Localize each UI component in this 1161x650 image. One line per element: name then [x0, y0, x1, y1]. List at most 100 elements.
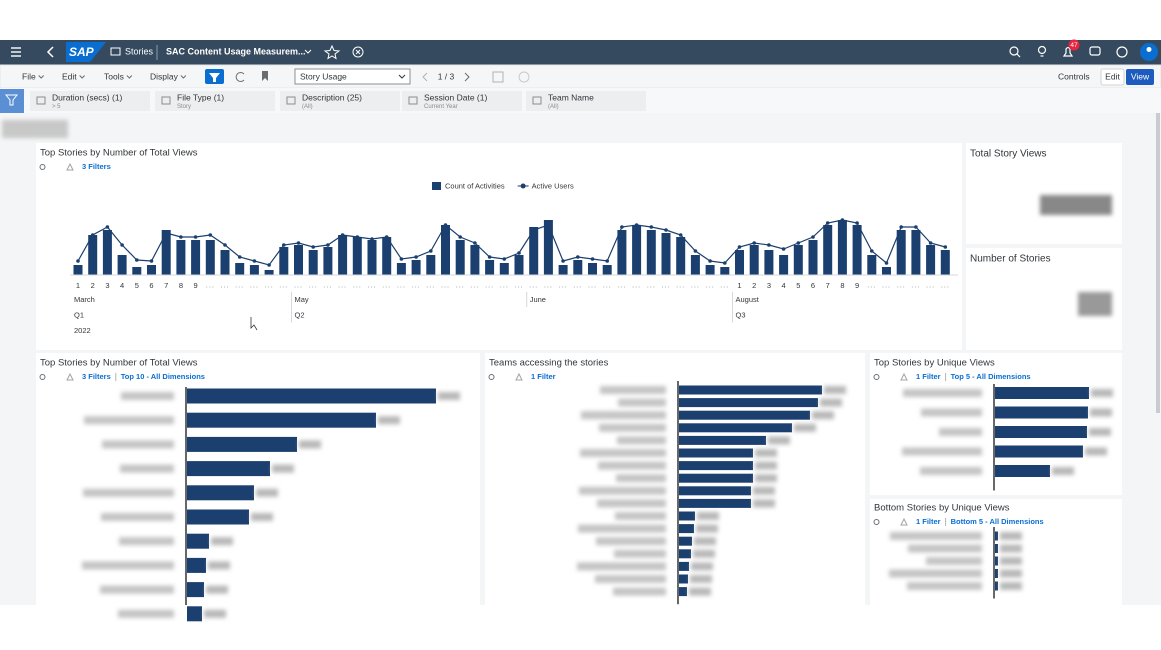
bar[interactable] [679, 561, 689, 571]
bar[interactable] [679, 486, 751, 496]
line-point [164, 231, 168, 235]
blurred-text [2, 120, 68, 138]
bar[interactable] [679, 511, 695, 521]
prev-page[interactable] [422, 72, 428, 82]
bar[interactable] [995, 569, 998, 578]
menu-item[interactable]: Tools [104, 71, 124, 81]
favorite-icon[interactable] [323, 44, 341, 60]
bar[interactable] [679, 448, 753, 458]
close-icon[interactable] [352, 46, 364, 58]
bar[interactable] [679, 524, 694, 534]
bar[interactable] [187, 485, 254, 501]
bar [896, 230, 906, 275]
bar[interactable] [679, 549, 691, 559]
edit-button[interactable] [1100, 68, 1125, 86]
bar[interactable] [995, 531, 998, 541]
bar[interactable] [187, 461, 270, 477]
bar[interactable] [995, 465, 1050, 477]
x-group-label: Q2 [295, 310, 305, 319]
bar[interactable] [679, 410, 810, 420]
x-tick-label: 5 [796, 281, 800, 290]
filter-link[interactable]: Bottom 5 - All Dimensions [951, 517, 1044, 526]
bar [367, 240, 377, 275]
fullscreen-icon[interactable] [492, 71, 504, 83]
line-point [179, 235, 183, 239]
line-point [620, 225, 624, 229]
bar[interactable] [679, 435, 766, 445]
notifications-icon[interactable] [1062, 46, 1074, 57]
bar[interactable] [679, 498, 751, 508]
kpi-title: Total Story Views [970, 149, 1047, 160]
filter-token[interactable] [280, 91, 400, 111]
bar[interactable] [679, 574, 688, 584]
bar[interactable] [995, 581, 998, 591]
filter-link[interactable]: Top 10 - All Dimensions [121, 372, 205, 381]
next-page[interactable] [464, 72, 470, 82]
view-button[interactable] [1126, 69, 1154, 85]
bar[interactable] [995, 544, 998, 553]
bar[interactable] [679, 385, 822, 395]
filter-link[interactable]: 3 Filters [82, 372, 111, 381]
bar[interactable] [187, 412, 376, 428]
bar[interactable] [187, 436, 297, 452]
refresh-icon[interactable] [235, 72, 245, 82]
blurred-value-label [697, 512, 719, 520]
controls-button[interactable]: Controls [1058, 71, 1090, 81]
view-label: View [1131, 71, 1150, 81]
bar[interactable] [995, 445, 1083, 458]
bar[interactable] [995, 387, 1089, 399]
bar[interactable] [679, 423, 792, 433]
bar[interactable] [187, 533, 209, 549]
title-dropdown[interactable] [304, 49, 312, 54]
menu-icon[interactable] [11, 47, 21, 57]
bar[interactable] [187, 388, 436, 404]
bar [161, 230, 171, 275]
back-button[interactable] [46, 46, 54, 58]
filter-link[interactable]: 1 Filter [916, 372, 941, 381]
brand: SAP [69, 45, 95, 59]
bar [749, 245, 759, 275]
bar[interactable] [679, 398, 818, 408]
bar[interactable] [995, 406, 1088, 419]
bar[interactable] [679, 473, 753, 483]
bar[interactable] [187, 509, 249, 525]
bookmark-icon[interactable] [262, 71, 268, 81]
filter-token[interactable] [526, 91, 646, 111]
menu-item[interactable]: Edit [62, 71, 77, 81]
page-select[interactable] [294, 68, 411, 85]
filter-panel-button[interactable] [0, 89, 24, 113]
filter-token[interactable] [402, 91, 522, 111]
help-icon[interactable] [1116, 46, 1128, 58]
line-point [855, 221, 859, 225]
bar[interactable] [679, 587, 687, 597]
bar[interactable] [679, 461, 753, 471]
filter-link[interactable]: 1 Filter [531, 372, 556, 381]
bar[interactable] [187, 606, 202, 622]
bar [411, 260, 421, 275]
line-point [487, 255, 492, 259]
chat-icon[interactable] [1089, 46, 1101, 56]
ideas-icon[interactable] [1037, 45, 1047, 57]
bar[interactable] [995, 426, 1087, 438]
filter-link[interactable]: Top 5 - All Dimensions [951, 372, 1031, 381]
line-point [811, 235, 815, 239]
bar[interactable] [187, 557, 206, 573]
bar [823, 225, 833, 275]
scrollbar[interactable] [1156, 113, 1160, 413]
filter-link[interactable]: 1 Filter [916, 517, 941, 526]
bar [573, 260, 583, 275]
x-group-label: August [736, 295, 760, 304]
line-point [561, 259, 565, 263]
filter-token[interactable] [30, 91, 150, 111]
search-icon[interactable] [1009, 46, 1021, 58]
menu-item[interactable]: File [22, 71, 36, 81]
bar[interactable] [995, 556, 998, 566]
bar[interactable] [187, 582, 204, 598]
line-point [928, 241, 933, 245]
filter-link[interactable]: 3 Filters [82, 162, 111, 171]
menu-item[interactable]: Display [150, 71, 179, 81]
bar[interactable] [679, 536, 692, 546]
filter-token[interactable] [155, 91, 275, 111]
app-name[interactable]: Stories [125, 46, 154, 56]
